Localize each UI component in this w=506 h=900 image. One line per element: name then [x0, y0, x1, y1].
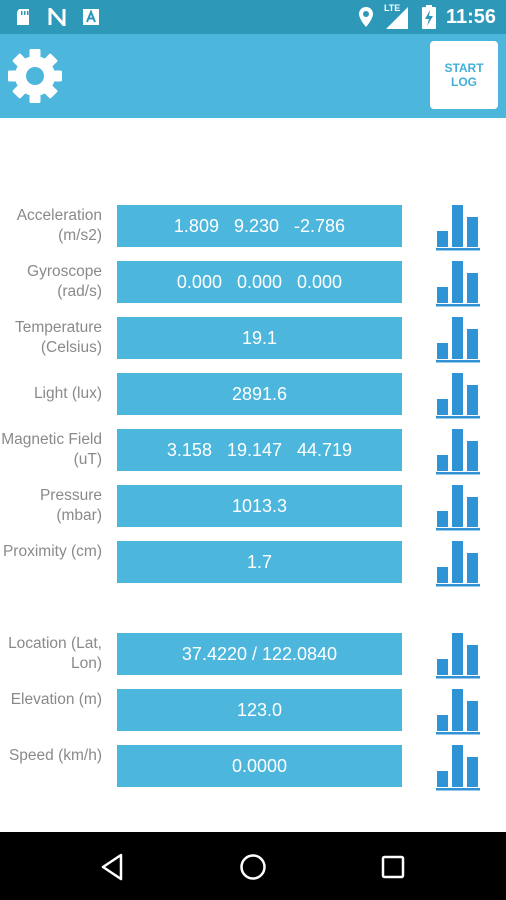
location-row: Location (Lat, Lon) 37.4220 / 122.0840: [0, 633, 506, 679]
recent-apps-icon[interactable]: [378, 852, 408, 882]
bar-chart-icon[interactable]: [436, 261, 480, 307]
home-icon[interactable]: [238, 852, 268, 882]
gear-icon[interactable]: [6, 47, 64, 105]
sensor-label: Proximity (cm): [2, 543, 102, 560]
sensor-value: 1013.3: [117, 485, 402, 527]
sensor-label: Gyroscope (rad/s): [27, 263, 102, 300]
elevation-row: Elevation (m) 123.0: [0, 689, 506, 735]
sensor-label: Light (lux): [33, 385, 102, 402]
location-label: Location (Lat, Lon): [8, 635, 102, 672]
start-log-button[interactable]: START LOG: [430, 41, 498, 109]
sensor-row-temperature: Temperature (Celsius) 19.1: [0, 317, 506, 363]
bar-chart-icon[interactable]: [436, 373, 480, 419]
sensor-value: 0.000 0.000 0.000: [117, 261, 402, 303]
navigation-bar: [0, 832, 506, 900]
sensor-row-gyroscope: Gyroscope (rad/s) 0.000 0.000 0.000: [0, 261, 506, 307]
sensor-value: 2891.6: [117, 373, 402, 415]
bar-chart-icon[interactable]: [436, 541, 480, 587]
sensor-label: Acceleration (m/s2): [16, 207, 102, 244]
app-bar: START LOG: [0, 34, 506, 118]
sensor-label: Pressure (mbar): [39, 487, 102, 524]
sensor-value: 3.158 19.147 44.719: [117, 429, 402, 471]
bar-chart-icon[interactable]: [436, 633, 480, 679]
sensor-list: Acceleration (m/s2) 1.809 9.230 -2.786 G…: [0, 118, 506, 832]
sensor-value: 19.1: [117, 317, 402, 359]
sensor-value: 1.809 9.230 -2.786: [117, 205, 402, 247]
bar-chart-icon[interactable]: [436, 485, 480, 531]
status-right: LTE 11:56: [358, 3, 496, 29]
location-value: 37.4220 / 122.0840: [117, 633, 402, 675]
sensor-label: Temperature (Celsius): [14, 319, 102, 356]
a-icon: [83, 9, 99, 25]
status-time: 11:56: [445, 5, 496, 28]
sensor-row-proximity: Proximity (cm) 1.7: [0, 541, 506, 587]
bar-chart-icon[interactable]: [436, 745, 480, 791]
bar-chart-icon[interactable]: [436, 429, 480, 475]
status-bar: LTE 11:56: [0, 0, 506, 34]
sensor-row-light: Light (lux) 2891.6: [0, 373, 506, 419]
sensor-row-acceleration: Acceleration (m/s2) 1.809 9.230 -2.786: [0, 205, 506, 251]
sensor-value: 1.7: [117, 541, 402, 583]
battery-charging-icon: [421, 5, 436, 29]
sd-card-icon: [17, 9, 29, 25]
status-left-icons: [14, 8, 100, 26]
n-icon: [48, 8, 66, 26]
speed-row: Speed (km/h) 0.0000: [0, 745, 506, 791]
elevation-label: Elevation (m): [10, 691, 102, 708]
network-type: LTE: [383, 3, 401, 13]
sensor-row-pressure: Pressure (mbar) 1013.3: [0, 485, 506, 531]
bar-chart-icon[interactable]: [436, 205, 480, 251]
sensor-label: Magnetic Field (uT): [1, 431, 102, 468]
elevation-value: 123.0: [117, 689, 402, 731]
speed-value: 0.0000: [117, 745, 402, 787]
bar-chart-icon[interactable]: [436, 689, 480, 735]
location-pin-icon: [358, 7, 373, 27]
speed-label: Speed (km/h): [8, 747, 102, 764]
signal-icon: LTE: [383, 3, 412, 29]
bar-chart-icon[interactable]: [436, 317, 480, 363]
sensor-row-magnetic-field: Magnetic Field (uT) 3.158 19.147 44.719: [0, 429, 506, 475]
back-icon[interactable]: [98, 852, 128, 882]
